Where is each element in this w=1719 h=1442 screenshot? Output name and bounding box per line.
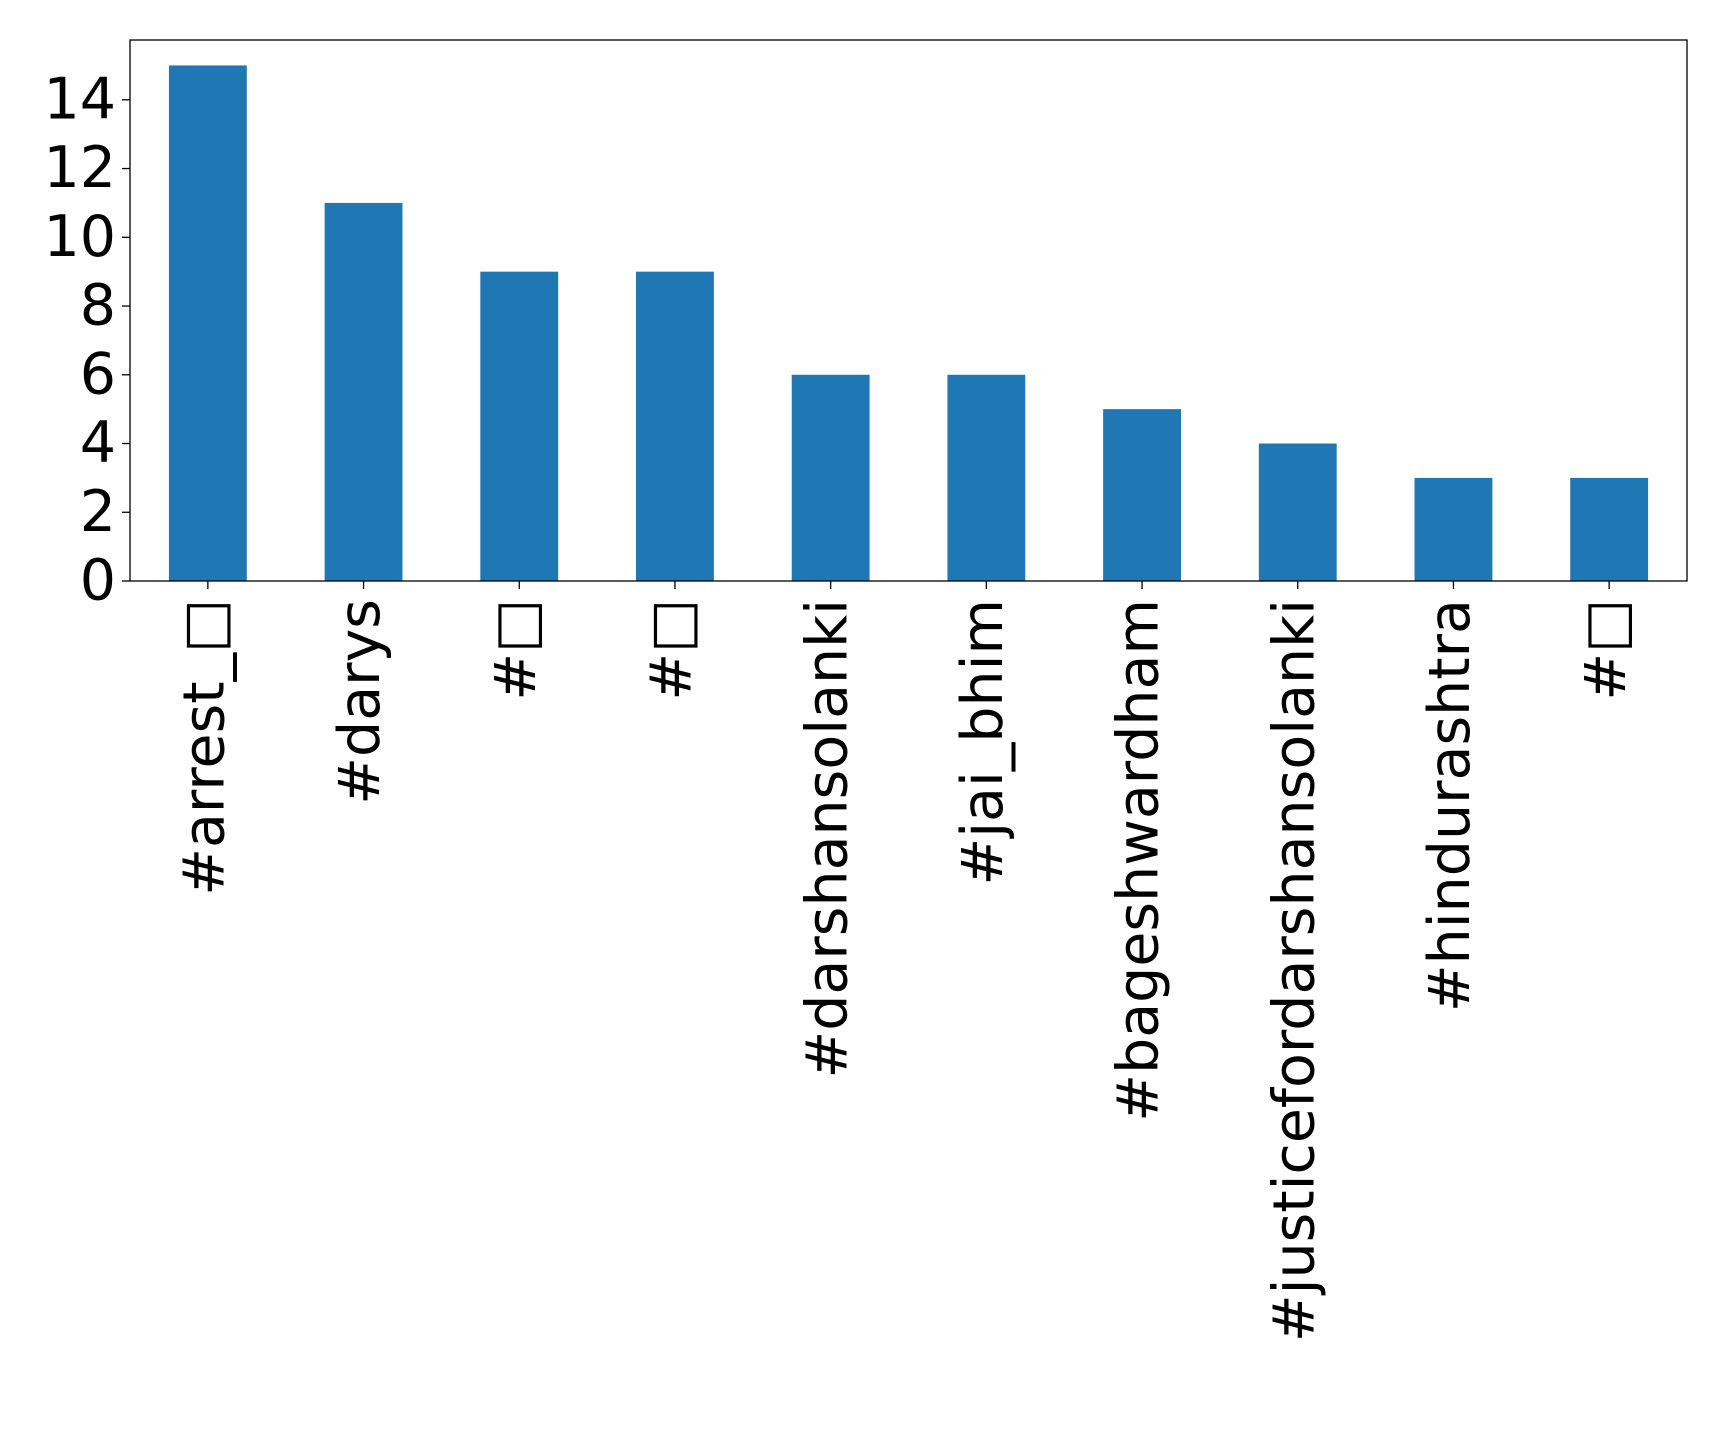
x-tick-label: #darshansolanki [794,599,860,1079]
y-tick-label: 4 [80,410,116,476]
x-tick-label: #□ [639,599,705,701]
y-tick-label: 8 [80,273,116,339]
y-tick-label: 10 [43,204,116,270]
y-tick-label: 6 [80,341,116,407]
x-tick-label: #jai_bhim [950,599,1016,886]
plot-frame [129,39,1688,582]
bar [1414,477,1493,581]
x-tick-label: #justicefordarshansolanki [1261,599,1327,1342]
bar [1103,409,1181,581]
y-tick-label: 14 [43,66,116,132]
bar [636,271,714,581]
y-tick-label: 2 [80,479,116,545]
bar [791,374,870,581]
y-tick-label: 0 [80,548,116,614]
y-tick-label: 12 [43,135,116,201]
x-tick-label: #□ [483,599,549,701]
x-tick-label: #arrest_□ [171,599,237,896]
x-tick-label: #□ [1573,599,1639,701]
bar [947,374,1026,581]
bar [1570,477,1649,581]
x-tick-label: #bageshwardham [1106,599,1172,1122]
bar [168,65,247,581]
bar [324,202,403,581]
bar [1258,443,1337,581]
bar [480,271,559,581]
x-tick-label: #hindurashtra [1417,599,1483,1012]
x-tick-label: #darys [327,599,393,805]
